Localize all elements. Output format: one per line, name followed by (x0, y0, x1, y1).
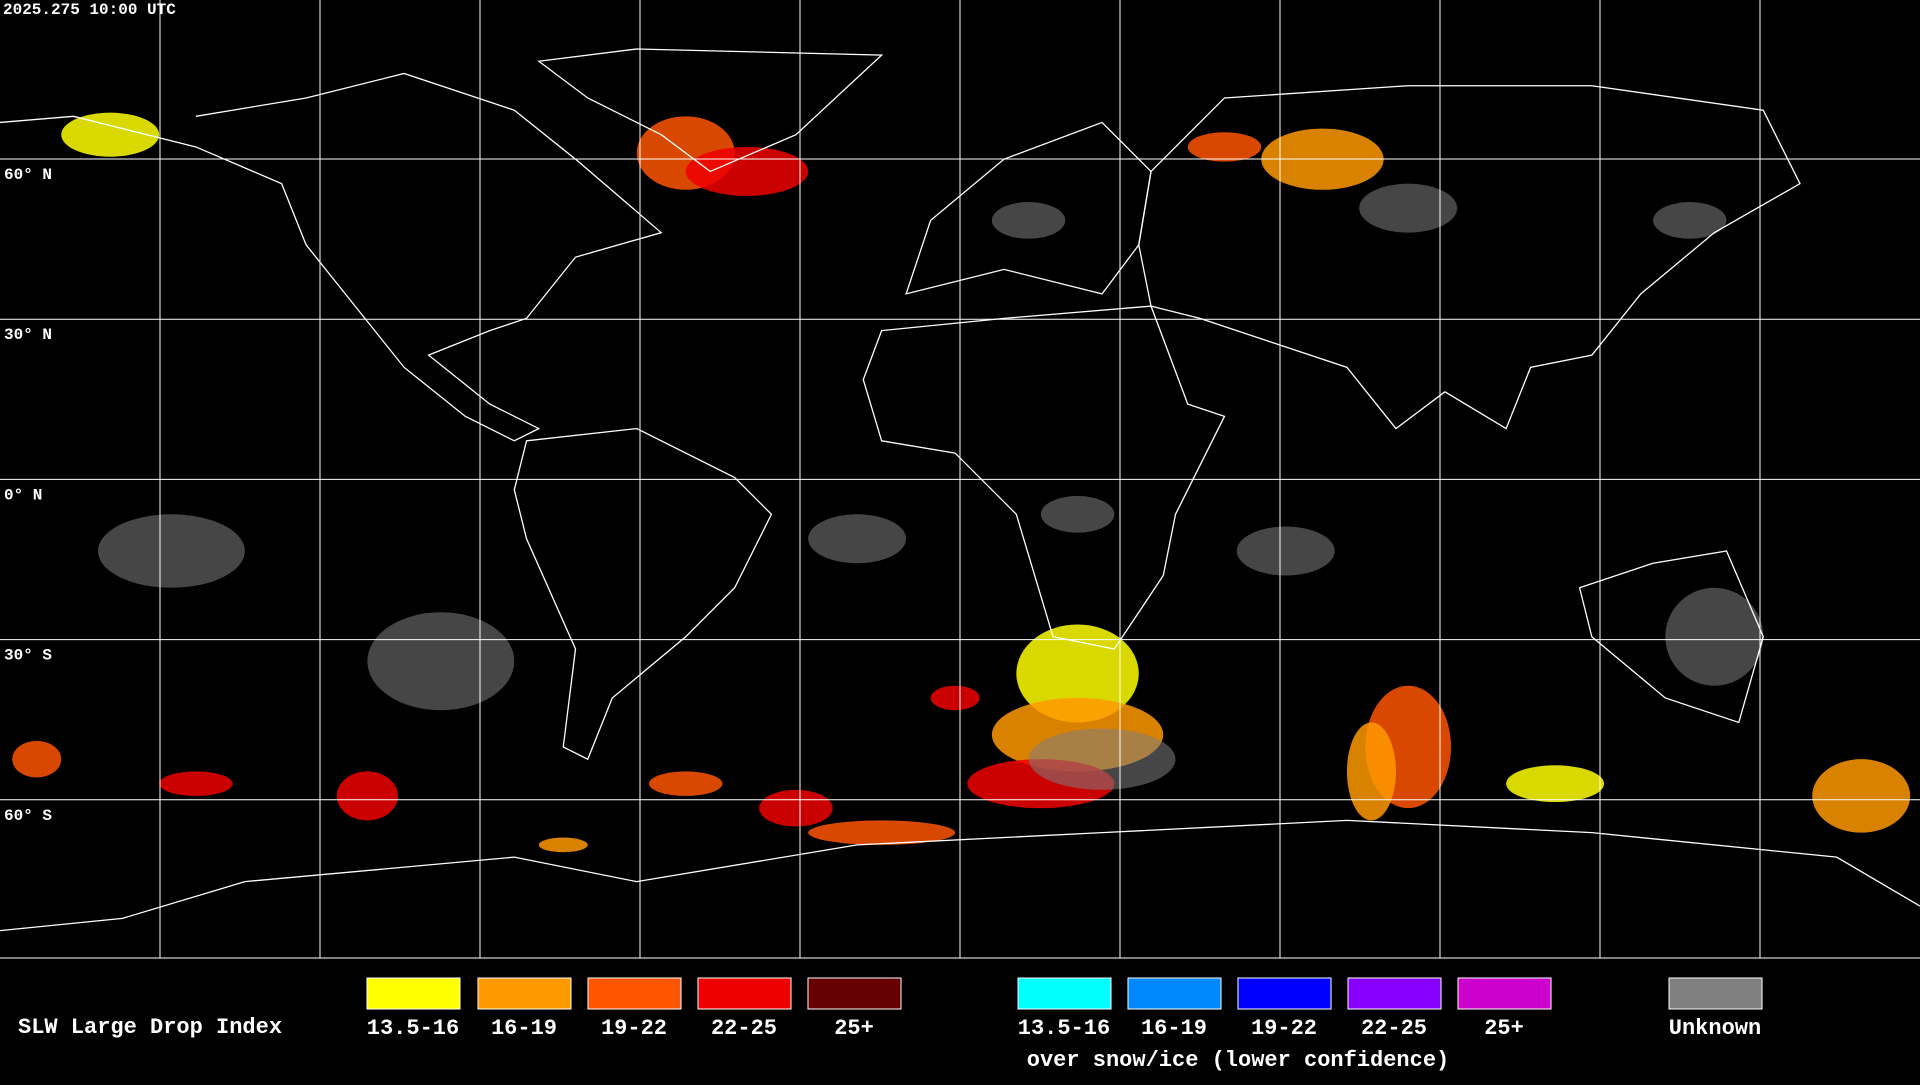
cloud-patch (1812, 759, 1911, 833)
legend-swatch (1668, 977, 1763, 1010)
latitude-label: 60° N (4, 166, 52, 184)
cloud-patch (1040, 495, 1115, 533)
legend-label: 13.5-16 (1018, 1016, 1110, 1041)
antarctica (0, 820, 1920, 930)
legend-label: 25+ (1484, 1016, 1524, 1041)
asia (1139, 86, 1800, 429)
legend-swatch (807, 977, 902, 1010)
africa (863, 306, 1224, 649)
latitude-label: 0° N (4, 486, 42, 504)
cloud-patch (97, 514, 245, 588)
cloud-patch (367, 612, 515, 711)
cloud-patch (808, 514, 907, 564)
cloud-patch (1346, 722, 1396, 821)
coastlines (0, 49, 1920, 931)
cloud-patch (1665, 587, 1764, 686)
latitude-label: 30° N (4, 326, 52, 344)
cloud-patch (538, 837, 588, 853)
legend-label: 19-22 (1251, 1016, 1317, 1041)
legend-label: 22-25 (711, 1016, 777, 1041)
cloud-patch (648, 771, 723, 796)
legend-swatch (477, 977, 572, 1010)
legend-swatch (1347, 977, 1442, 1010)
south-america (514, 429, 771, 760)
latitude-label: 30° S (4, 647, 52, 665)
australia (1580, 551, 1764, 722)
cloud-patch (759, 789, 833, 827)
cloud-patch (930, 685, 980, 711)
cloud-patch (1653, 202, 1727, 239)
cloud-patch (61, 112, 160, 157)
timestamp: 2025.275 10:00 UTC (3, 1, 176, 19)
cloud-patch (1028, 728, 1176, 790)
cloud-patch (1187, 132, 1262, 162)
cloud-patch (1359, 183, 1458, 233)
legend-swatch (697, 977, 792, 1010)
cloud-patch (159, 771, 233, 796)
legend-swatch (1127, 977, 1222, 1010)
legend-swatch (587, 977, 682, 1010)
legend-swatch (1457, 977, 1552, 1010)
legend-swatch (1017, 977, 1112, 1010)
cloud-patch (1236, 526, 1335, 576)
north-america (0, 73, 661, 440)
graticule (0, 0, 1920, 958)
legend-swatch (366, 977, 461, 1010)
legend-label: 22-25 (1361, 1016, 1427, 1041)
legend-label: 19-22 (601, 1016, 667, 1041)
latitude-label: 60° S (4, 807, 52, 825)
legend-label: 25+ (834, 1016, 874, 1041)
legend-swatch (1237, 977, 1332, 1010)
cloud-patch (685, 146, 809, 196)
cloud-patch (1506, 765, 1605, 803)
legend-caption: over snow/ice (lower confidence) (1027, 1048, 1449, 1073)
legend-label: Unknown (1669, 1016, 1761, 1041)
legend-title: SLW Large Drop Index (18, 1015, 282, 1040)
cloud-patch (1016, 624, 1139, 723)
cloud-patch (991, 202, 1066, 239)
legend-label: 16-19 (491, 1016, 557, 1041)
greenland (539, 49, 882, 171)
cloud-patch (12, 740, 62, 778)
cloud-patch (336, 771, 398, 821)
legend-label: 13.5-16 (367, 1016, 459, 1041)
legend-label: 16-19 (1141, 1016, 1207, 1041)
cloud-patch (808, 820, 956, 845)
